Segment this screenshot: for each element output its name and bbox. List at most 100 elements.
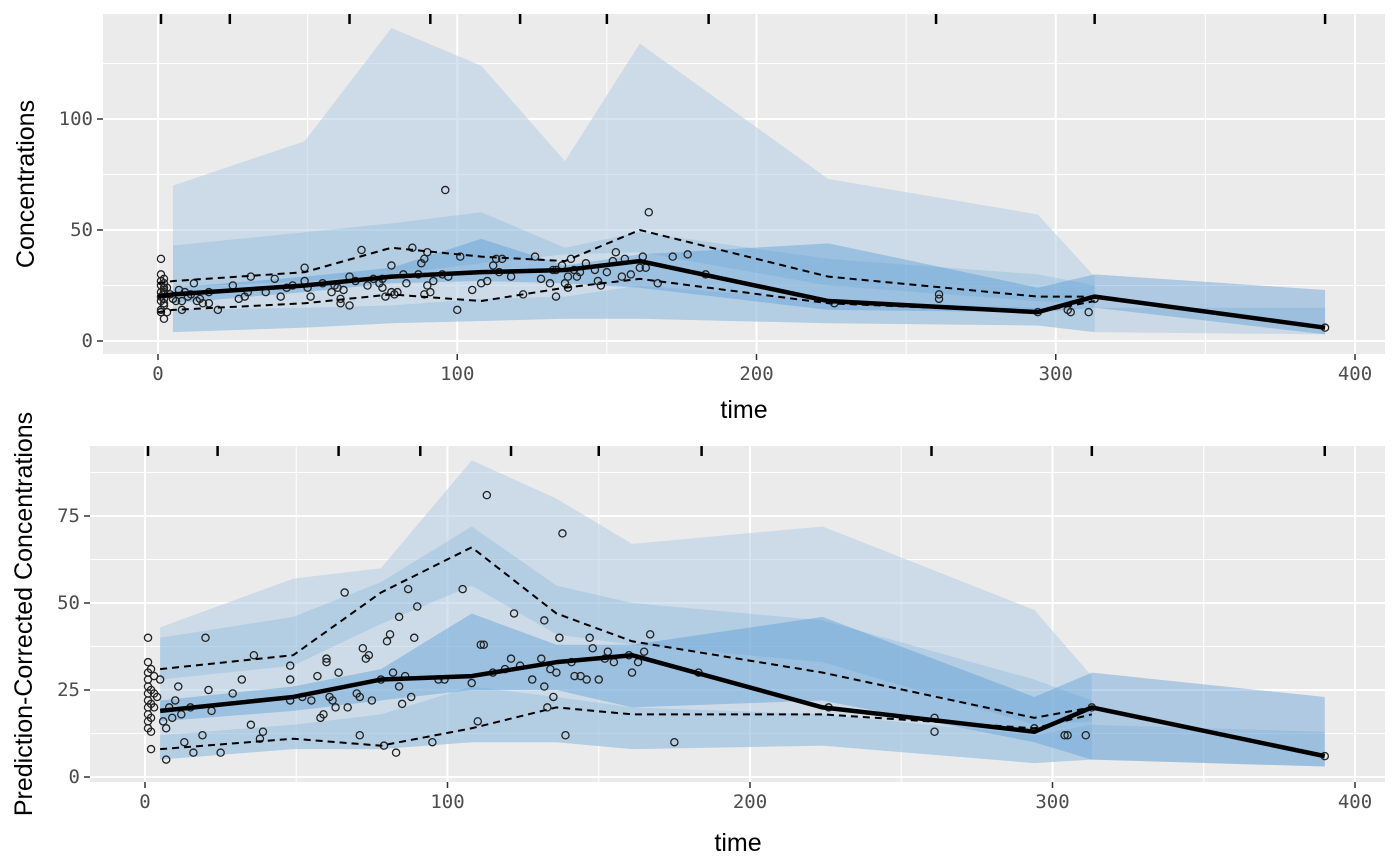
top-y-tick-label: 0 [82,330,93,352]
top-y-tick-label: 100 [59,108,93,130]
bottom-data-point [397,699,407,709]
bottom-data-point [322,657,331,667]
bottom-data-point [340,588,349,597]
bottom-data-point [467,678,476,688]
top-data-point [213,305,223,315]
top-data-point [345,301,354,310]
bottom-data-point [555,633,564,643]
bottom-data-point [161,755,171,764]
top-data-point [162,283,172,292]
bottom-data-point [576,671,585,681]
bottom-data-point [570,671,579,681]
bottom-data-point [285,661,295,670]
top-x-axis-title: time [720,396,767,424]
bottom-data-point [319,710,328,719]
top-data-point [602,267,612,277]
top-x-tick-label: 400 [1338,363,1372,385]
bottom-data-point [355,730,365,740]
top-data-point [668,252,677,261]
bottom-data-point [585,633,594,643]
top-data-point [204,299,214,308]
bottom-data-point [1081,730,1091,740]
top-data-point [171,296,181,306]
bottom-data-point [146,727,156,737]
top-data-point [159,314,169,324]
top-y-axis-title: Concentrations [12,100,40,268]
bottom-data-point [670,737,679,747]
top-data-point [387,261,396,270]
bottom-x-tick-label: 300 [1035,791,1069,813]
bottom-data-point [594,675,604,684]
bottom-data-point [588,643,597,653]
top-data-point [596,281,606,290]
top-data-point [617,272,627,281]
bottom-data-point [285,675,295,684]
top-data-point [426,287,435,297]
bottom-data-point [473,717,482,726]
bottom-data-point [146,744,156,754]
top-data-point [270,274,279,284]
top-data-point [683,250,692,259]
bottom-data-point [201,633,210,643]
bottom-data-point [506,654,516,663]
top-data-point [339,285,348,295]
bottom-data-point [228,689,237,698]
bottom-data-point [343,703,352,712]
bottom-data-point [552,668,561,677]
bottom-data-point [546,664,555,674]
top-data-point [530,252,540,261]
bottom-data-point [930,727,939,737]
top-data-point [363,281,372,290]
bottom-data-point [170,696,180,705]
bottom-data-point [1060,730,1069,740]
bottom-data-point [509,609,519,618]
bottom-data-point [331,703,340,712]
bottom-data-point [479,640,489,650]
top-data-point [488,261,498,270]
bottom-y-tick-label: 25 [57,679,80,701]
top-x-tick-label: 300 [1039,363,1073,385]
top-data-point [467,285,477,295]
bottom-data-point [334,668,343,677]
bottom-data-point [627,668,637,677]
top-data-point [177,296,187,306]
bottom-data-point [527,675,537,684]
top-x-tick-label: 0 [152,363,163,385]
bottom-data-point [428,737,437,747]
top-data-point [429,276,438,286]
top-data-point [1084,307,1093,317]
bottom-x-tick-label: 200 [733,791,767,813]
bottom-data-point [639,647,649,656]
bottom-data-point [388,668,398,677]
top-x-tick-label: 100 [440,363,474,385]
bottom-data-point [152,692,162,702]
bottom-data-point [403,584,413,594]
bottom-data-point [143,633,153,643]
bottom-data-point [391,748,401,757]
bottom-data-point [198,730,207,740]
bottom-data-point [543,703,552,712]
bottom-data-point [482,490,492,500]
bottom-band-upper-pi [160,526,1092,725]
bottom-x-tick-label: 0 [139,791,150,813]
bottom-data-point [540,616,549,625]
top-data-point [156,254,166,264]
bottom-data-point [307,696,316,705]
top-data-point [611,247,621,257]
top-line-observed-lower [157,277,1095,314]
top-data-point [455,252,465,261]
top-data-point [934,290,944,299]
bottom-data-point [158,717,168,726]
top-data-point [452,305,462,315]
bottom-data-point [582,675,591,684]
bottom-x-axis-title: time [714,829,761,857]
bottom-data-point [382,637,392,646]
top-data-point [378,283,387,292]
bottom-data-point [161,724,171,733]
bottom-line-observed-upper [160,546,1093,719]
top-data-point [306,292,315,301]
bottom-data-point [174,682,183,691]
bottom-band-lower-pi [160,686,1325,767]
top-panel: 0 100 200 300 400 0 50 100 time Concentrations [12,14,1385,424]
bottom-data-point [355,692,365,702]
